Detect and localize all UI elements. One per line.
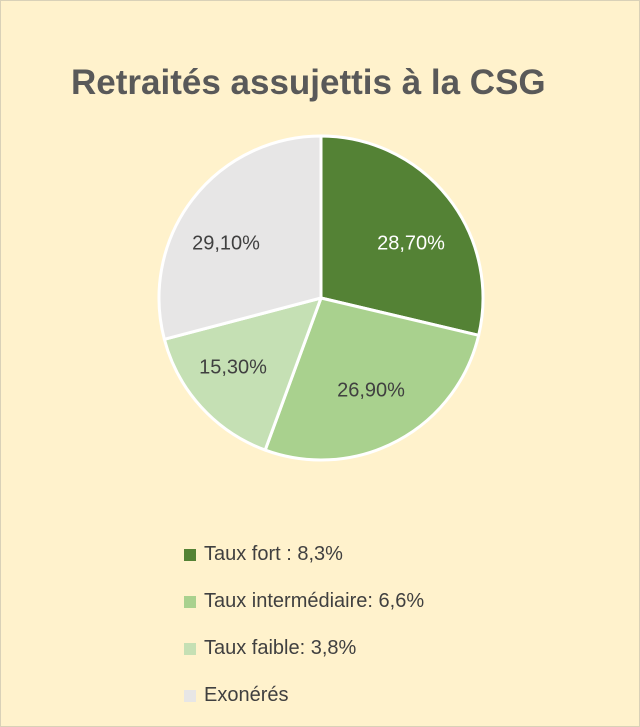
pie-slice: [162, 296, 323, 452]
legend-item: Taux faible: 3,8%: [184, 625, 424, 672]
legend-swatch: [184, 642, 196, 655]
legend-label: Taux intermédiaire: 6,6%: [204, 590, 425, 612]
legend-item: Exonérés: [184, 672, 424, 719]
legend-item: Taux intermédiaire: 6,6%: [184, 578, 424, 625]
legend-item: Taux fort : 8,3%: [184, 531, 424, 578]
legend-swatch: [184, 689, 196, 702]
legend-label: Exonérés: [204, 684, 289, 706]
chart-legend: Taux fort : 8,3% Taux intermédiaire: 6,6%…: [184, 531, 424, 719]
legend-swatch: [184, 548, 196, 561]
chart-title: Retraités assujettis à la CSG: [71, 63, 546, 102]
slice-data-label: 29,10%: [192, 232, 260, 254]
slice-data-label: 26,90%: [337, 379, 405, 401]
pie-slice: [263, 296, 481, 462]
legend-label: Taux fort : 8,3%: [204, 543, 343, 565]
pie-slice: [319, 134, 485, 337]
legend-label: Taux faible: 3,8%: [204, 637, 357, 659]
slice-data-label: 15,30%: [199, 356, 267, 378]
pie-chart: 28,70% 26,90% 15,30% 29,10%: [157, 134, 485, 462]
pie-slice: [157, 134, 323, 341]
legend-swatch: [184, 595, 196, 608]
slice-data-label: 28,70%: [377, 232, 445, 254]
